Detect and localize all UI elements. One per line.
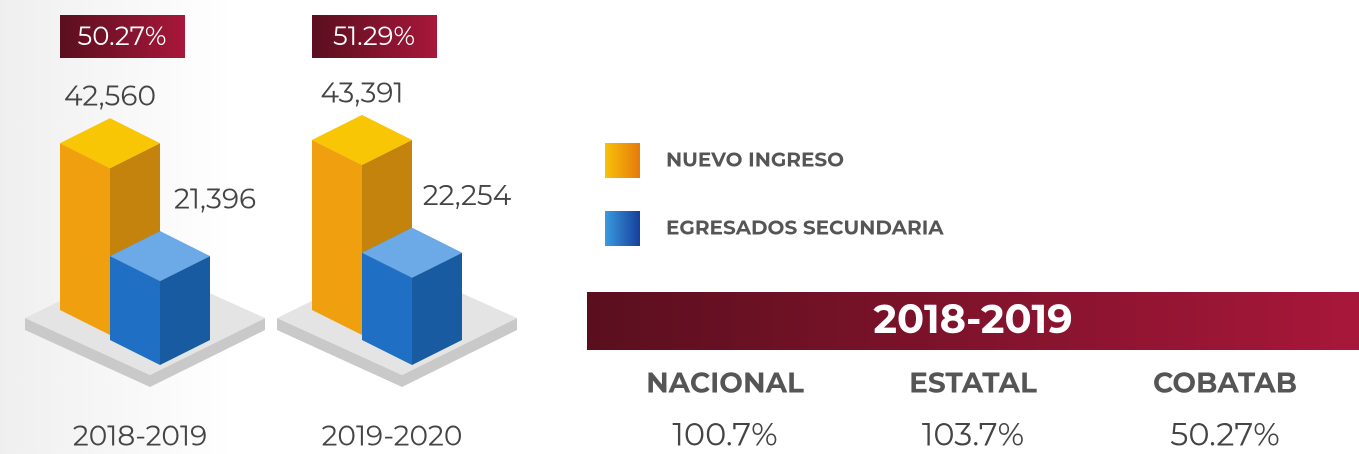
platform-side <box>277 318 517 387</box>
summary-value: 100.7% <box>672 415 777 454</box>
summary-value: 103.7% <box>922 415 1024 454</box>
category-label: 2018-2019 <box>73 419 207 453</box>
bar-shade <box>160 256 210 365</box>
platform-side <box>25 318 265 387</box>
value-label: 21,396 <box>174 183 256 217</box>
value-label: 42,560 <box>64 80 156 114</box>
legend-label: EGRESADOS SECUNDARIA <box>666 216 944 240</box>
bar-left-face <box>110 256 160 365</box>
percent-badge <box>60 15 185 58</box>
percent-badge <box>312 15 437 58</box>
summary-banner <box>587 292 1359 350</box>
summary: 2018-2019 <box>587 292 1359 350</box>
category-label: 2019-2020 <box>322 419 463 453</box>
bar-right-face <box>160 256 210 365</box>
bar-highlight <box>362 227 462 278</box>
bar-highlight <box>110 231 210 282</box>
percent-label: 51.29% <box>333 20 415 52</box>
bar-right-face <box>412 252 462 365</box>
summary-label: ESTATAL <box>909 367 1037 401</box>
bar-left-face <box>312 140 362 335</box>
legend-label: NUEVO INGRESO <box>666 148 844 172</box>
legend-swatch <box>605 211 640 246</box>
summary-title: 2018-2019 <box>873 295 1072 344</box>
value-label: 22,254 <box>423 179 512 213</box>
percent-label: 50.27% <box>78 20 167 52</box>
legend-swatch <box>605 143 640 178</box>
bar-highlight <box>60 118 160 169</box>
summary-label: NACIONAL <box>646 367 804 401</box>
bar-shade <box>412 252 462 365</box>
value-label: 43,391 <box>320 76 403 110</box>
summary-value: 50.27% <box>1170 415 1280 454</box>
bar-highlight <box>312 115 412 165</box>
bar-left-face <box>60 143 110 335</box>
bar-left-face <box>362 252 412 365</box>
summary-label: COBATAB <box>1153 367 1297 401</box>
